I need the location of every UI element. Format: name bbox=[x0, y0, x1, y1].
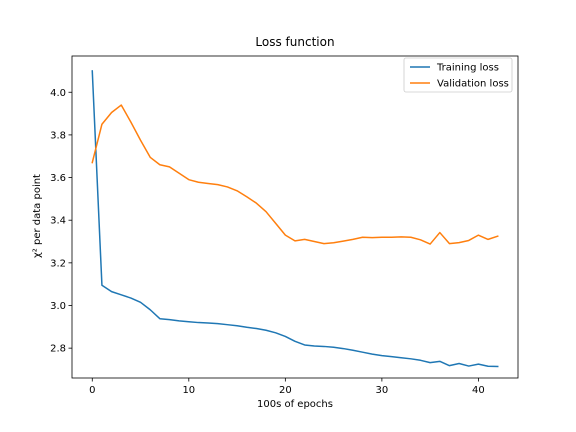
plot-series bbox=[91, 70, 499, 368]
y-axis-ticks: 2.8 3.0 3.2 3.4 3.6 3.8 4.0 bbox=[50, 88, 72, 355]
x-tick-label: 0 bbox=[89, 385, 95, 396]
x-axis-label: 100s of epochs bbox=[257, 399, 333, 410]
y-tick-label: 4.0 bbox=[50, 88, 66, 99]
legend-label: Validation loss bbox=[437, 79, 509, 90]
x-tick-label: 10 bbox=[182, 385, 195, 396]
y-tick-label: 3.8 bbox=[50, 130, 66, 141]
legend-box bbox=[403, 57, 513, 93]
axes-frame bbox=[71, 55, 519, 379]
x-tick-label: 40 bbox=[472, 385, 485, 396]
y-tick-label: 3.2 bbox=[50, 258, 66, 269]
y-tick-label: 2.8 bbox=[50, 344, 66, 355]
y-tick-label: 3.6 bbox=[50, 173, 66, 184]
series-line-training-loss bbox=[91, 70, 499, 368]
y-tick-label: 3.0 bbox=[50, 301, 66, 312]
legend-label: Training loss bbox=[436, 63, 499, 74]
x-tick-label: 20 bbox=[279, 385, 292, 396]
chart-title: Loss function bbox=[255, 35, 334, 49]
x-axis-ticks: 0 10 20 30 40 bbox=[89, 378, 485, 396]
y-tick-label: 3.4 bbox=[50, 216, 66, 227]
legend: Training loss Validation loss bbox=[403, 57, 513, 93]
series-line-validation-loss bbox=[91, 104, 499, 245]
x-tick-label: 30 bbox=[376, 385, 389, 396]
y-axis-label: χ² per data point bbox=[32, 174, 43, 258]
